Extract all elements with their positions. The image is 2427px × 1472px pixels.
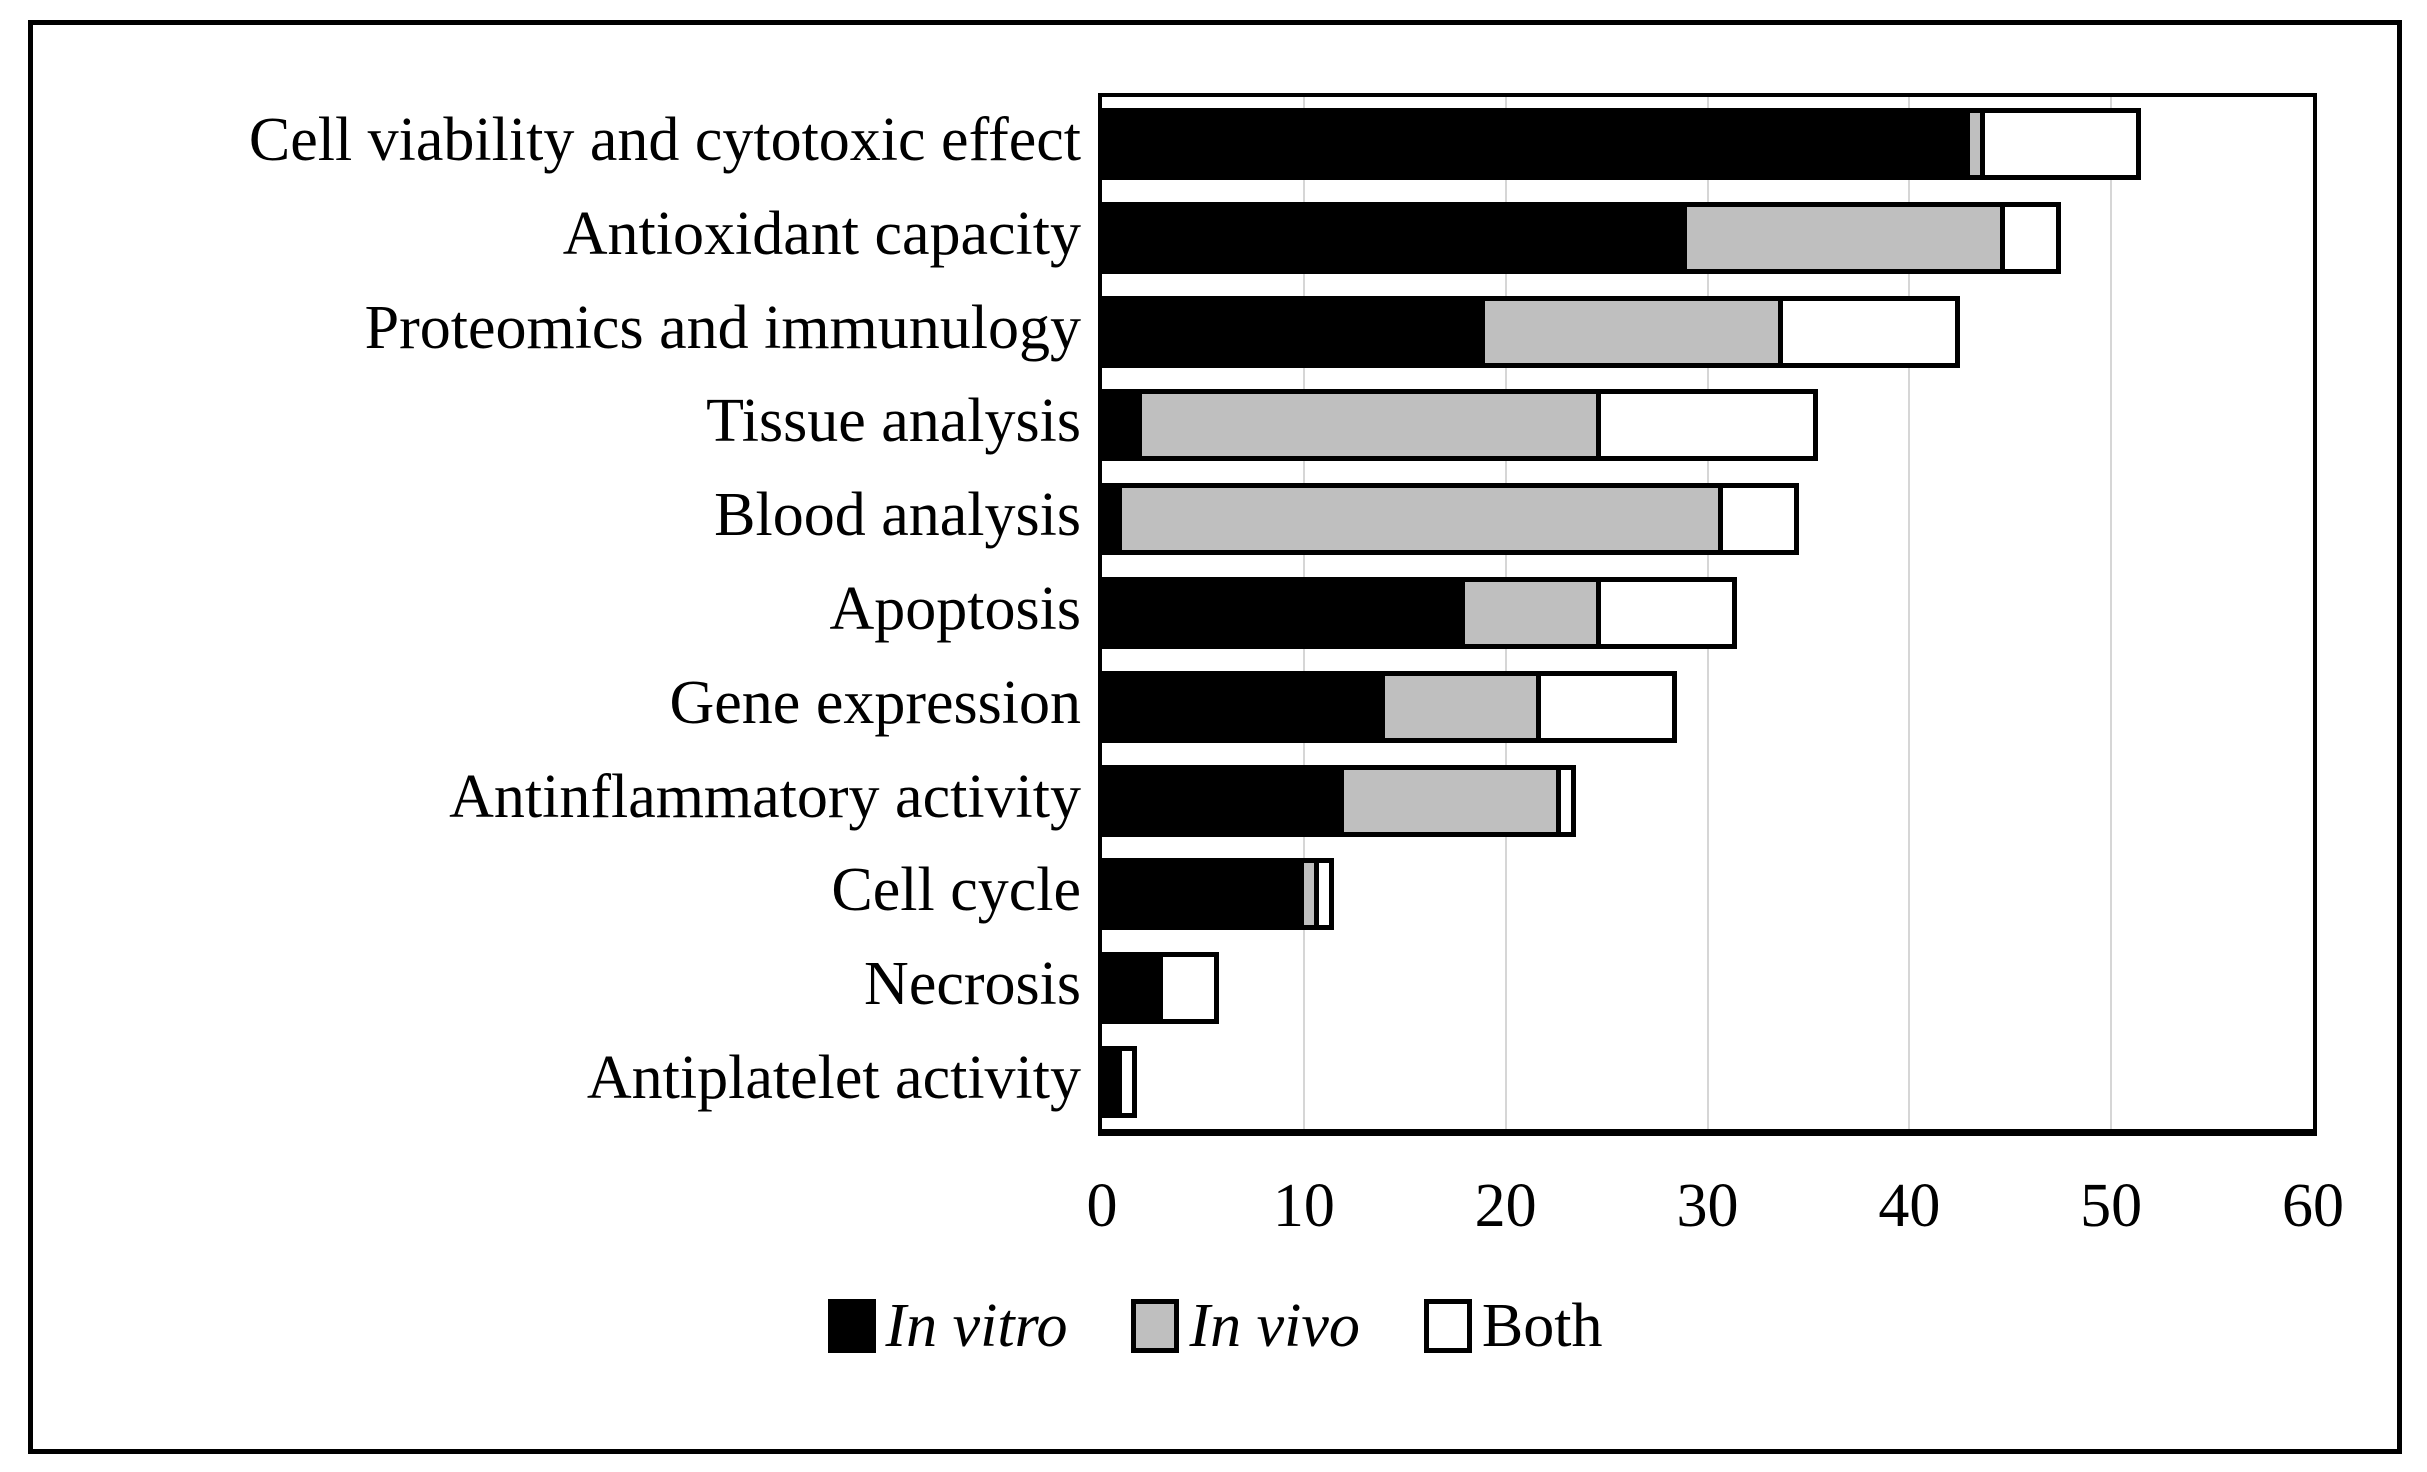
bar-row xyxy=(1102,107,2141,180)
x-tick-label: 30 xyxy=(1676,1172,1739,1240)
category-label: Gene expression xyxy=(669,668,1081,737)
bar-segment xyxy=(1102,389,1142,462)
bar-segment xyxy=(1556,764,1576,837)
bar-segment xyxy=(1102,201,1687,274)
bar-segment xyxy=(2000,201,2061,274)
bar-segment xyxy=(1778,295,1960,368)
legend: In vitro In vivo Both xyxy=(33,1295,2397,1357)
x-tick-label: 0 xyxy=(1086,1172,1118,1240)
bar-segment xyxy=(1380,670,1541,743)
bar-segment xyxy=(1158,952,1219,1025)
gridline xyxy=(2110,97,2113,1129)
bar-segment xyxy=(1137,389,1601,462)
bar-segment xyxy=(1102,952,1163,1025)
x-tick-label: 50 xyxy=(2080,1172,2143,1240)
bar-segment xyxy=(1980,107,2141,180)
bar-row xyxy=(1102,201,2061,274)
bar-segment xyxy=(1536,670,1677,743)
y-axis-category-labels: Cell viability and cytotoxic effect Antio… xyxy=(41,93,1081,1125)
bar-segment xyxy=(1117,483,1723,556)
bar-segment xyxy=(1102,577,1465,649)
category-label: Antinflammatory activity xyxy=(449,762,1081,831)
bar-row xyxy=(1102,670,1677,743)
bar-segment xyxy=(1460,577,1601,649)
bar-segment xyxy=(1480,295,1783,368)
in-vivo-swatch-icon xyxy=(1131,1299,1180,1353)
category-label: Apoptosis xyxy=(829,575,1081,643)
x-tick-label: 60 xyxy=(2282,1172,2344,1240)
bar-segment xyxy=(1102,858,1304,931)
both-swatch-icon xyxy=(1423,1299,1472,1353)
bar-row xyxy=(1102,858,1334,931)
legend-label: Both xyxy=(1481,1292,1603,1360)
legend-item-in-vivo: In vivo xyxy=(1131,1292,1360,1360)
figure-frame: Cell viability and cytotoxic effect Antio… xyxy=(28,20,2402,1454)
category-label: Antioxidant capacity xyxy=(562,199,1081,268)
bar-row xyxy=(1102,764,1576,837)
category-label: Cell viability and cytotoxic effect xyxy=(248,105,1081,174)
category-label: Tissue analysis xyxy=(706,387,1081,456)
bar-segment xyxy=(1102,107,1970,180)
x-axis: 0 10 20 30 40 50 60 xyxy=(1087,1153,2345,1243)
bar-segment xyxy=(1117,1046,1137,1119)
legend-item-in-vitro: In vitro xyxy=(827,1292,1068,1360)
bar-segment xyxy=(1102,670,1385,743)
bar-segment xyxy=(1718,483,1799,556)
category-label: Blood analysis xyxy=(714,481,1081,550)
category-label: Cell cycle xyxy=(831,856,1081,925)
legend-label: In vivo xyxy=(1189,1292,1360,1360)
bar-segment xyxy=(1682,201,2005,274)
x-tick-label: 20 xyxy=(1474,1172,1537,1240)
bar-row xyxy=(1102,295,1960,368)
bar-segment xyxy=(1596,577,1737,649)
category-label: Proteomics and immunulogy xyxy=(364,293,1081,362)
category-label: Necrosis xyxy=(864,950,1081,1019)
gridline xyxy=(1908,97,1911,1129)
chart-plot-area xyxy=(1098,93,2317,1136)
bar-segment xyxy=(1339,764,1561,837)
bar-row xyxy=(1102,389,1818,462)
legend-label: In vitro xyxy=(885,1292,1068,1360)
bar-row xyxy=(1102,577,1737,649)
bar-row xyxy=(1102,952,1219,1025)
bar-row xyxy=(1102,1046,1137,1119)
bar-segment xyxy=(1102,295,1485,368)
category-label: Antiplatelet activity xyxy=(586,1044,1081,1113)
bar-segment xyxy=(1596,389,1818,462)
in-vitro-swatch-icon xyxy=(827,1299,876,1353)
bar-segment xyxy=(1102,764,1344,837)
legend-item-both: Both xyxy=(1423,1292,1603,1360)
bar-row xyxy=(1102,483,1799,556)
x-tick-label: 10 xyxy=(1272,1172,1335,1240)
bar-segment xyxy=(1314,858,1334,931)
x-tick-label: 40 xyxy=(1878,1172,1941,1240)
